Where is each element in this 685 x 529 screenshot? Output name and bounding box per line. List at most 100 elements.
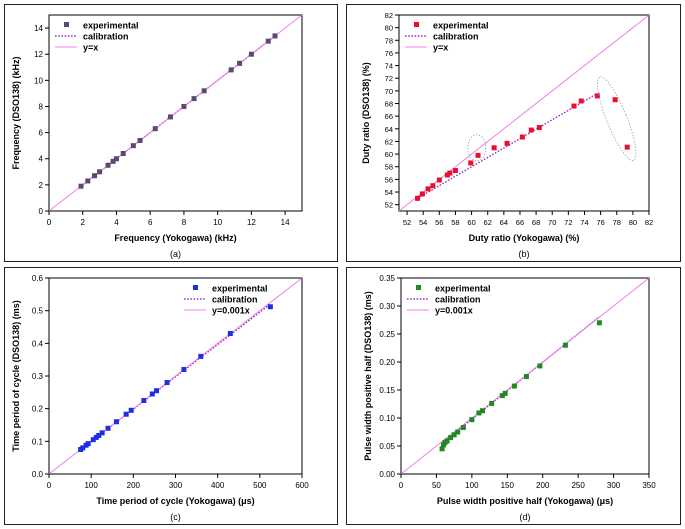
data-point bbox=[85, 178, 91, 184]
data-point bbox=[128, 407, 134, 413]
x-tick-label: 6 bbox=[148, 218, 153, 227]
data-point bbox=[181, 103, 187, 109]
chart-panel-d: 0 50 100 150 200 250 300 350 0.00 0.05 0.10 0.15 0.2… bbox=[346, 267, 681, 525]
x-tick-label: 68 bbox=[532, 218, 540, 227]
x-tick-label: 50 bbox=[432, 481, 441, 490]
data-point bbox=[415, 195, 421, 201]
data-point bbox=[519, 134, 525, 140]
calibration-line bbox=[417, 92, 598, 199]
legend-label: calibration bbox=[435, 295, 481, 305]
highlight-ellipse bbox=[467, 134, 487, 162]
chart-svg-d: 0 50 100 150 200 250 300 350 0.00 0.05 0.10 0.15 0.2… bbox=[363, 274, 656, 522]
legend-entry: y=x bbox=[405, 43, 448, 53]
x-tick-label: 2 bbox=[81, 218, 86, 227]
legend-entry: y=0.001x bbox=[184, 306, 250, 316]
x-tick-label: 0 bbox=[47, 481, 52, 490]
y-tick-label: 10 bbox=[34, 76, 43, 85]
legend-entry: experimental bbox=[193, 284, 268, 294]
y-tick-label: 78 bbox=[385, 36, 393, 45]
x-tick-label: 0 bbox=[47, 218, 52, 227]
x-tick-label: 52 bbox=[403, 218, 411, 227]
legend-entry: calibration bbox=[55, 32, 129, 42]
legend-entry: y=x bbox=[55, 43, 98, 53]
x-tick-label: 78 bbox=[613, 218, 621, 227]
y-tick-label: 56 bbox=[385, 175, 393, 184]
data-point bbox=[448, 435, 454, 441]
data-point bbox=[237, 60, 243, 66]
data-point bbox=[272, 33, 278, 39]
data-point bbox=[460, 425, 466, 431]
x-tick-label: 4 bbox=[114, 218, 119, 227]
y-tick-label: 58 bbox=[385, 163, 393, 172]
legend-label: experimental bbox=[435, 284, 491, 294]
x-tick-label: 400 bbox=[211, 481, 225, 490]
y-tick-label: 6 bbox=[39, 129, 44, 138]
data-point bbox=[491, 145, 497, 151]
y-tick-label: 0.15 bbox=[379, 386, 395, 395]
y-axis-label: Duty ratio (DSO138) (%) bbox=[361, 62, 371, 164]
x-tick-label: 70 bbox=[548, 218, 556, 227]
y-tick-label: 60 bbox=[385, 150, 393, 159]
data-point bbox=[562, 342, 568, 348]
data-point bbox=[523, 374, 529, 380]
panel-label: (b) bbox=[519, 249, 530, 259]
x-tick-label: 10 bbox=[213, 218, 222, 227]
y-tick-label: 72 bbox=[385, 74, 393, 83]
data-point bbox=[455, 429, 461, 435]
data-point bbox=[425, 186, 431, 192]
legend-label: experimental bbox=[83, 21, 139, 31]
data-point bbox=[444, 438, 450, 444]
y-tick-label: 0.20 bbox=[379, 358, 395, 367]
data-point bbox=[504, 140, 510, 146]
data-point bbox=[511, 383, 517, 389]
legend-label: calibration bbox=[83, 32, 129, 42]
x-tick-label: 300 bbox=[169, 481, 183, 490]
legend-entry: experimental bbox=[416, 284, 491, 294]
legend-label: calibration bbox=[433, 32, 479, 42]
y-tick-label: 74 bbox=[385, 62, 393, 71]
x-tick-label: 300 bbox=[607, 481, 621, 490]
data-point bbox=[267, 304, 273, 310]
chart-panel-b: 52 54 56 58 60 62 64 66 68 70 72 74 76 78 80 82 52 54 56 58… bbox=[346, 4, 681, 262]
x-tick-label: 66 bbox=[516, 218, 524, 227]
y-tick-label: 0 bbox=[39, 207, 44, 216]
y-tick-label: 0.3 bbox=[32, 372, 44, 381]
x-axis-label: Pulse width positive half (Yokogawa) (μs… bbox=[437, 496, 613, 506]
data-point bbox=[191, 96, 197, 102]
panel-label: (a) bbox=[170, 249, 181, 259]
data-point bbox=[578, 98, 584, 104]
data-point bbox=[571, 103, 577, 109]
data-point bbox=[105, 425, 111, 431]
data-point bbox=[537, 363, 543, 369]
legend-label: experimental bbox=[212, 284, 268, 294]
y-tick-label: 0.4 bbox=[32, 339, 44, 348]
data-point bbox=[201, 88, 207, 94]
y-tick-label: 64 bbox=[385, 125, 393, 134]
data-point bbox=[594, 93, 600, 99]
y-tick-label: 66 bbox=[385, 112, 393, 121]
data-point bbox=[228, 67, 234, 73]
data-point bbox=[110, 158, 116, 164]
data-point bbox=[447, 170, 453, 176]
plot-frame bbox=[400, 277, 650, 475]
highlight-ellipse bbox=[597, 76, 637, 161]
y-tick-label: 2 bbox=[39, 181, 44, 190]
data-point bbox=[436, 177, 442, 183]
y-tick-label: 0.00 bbox=[379, 470, 395, 479]
y-axis-label: Time period of cycle (DSO138) (ms) bbox=[11, 300, 21, 451]
data-point bbox=[96, 432, 102, 438]
x-tick-label: 200 bbox=[536, 481, 550, 490]
x-tick-label: 100 bbox=[465, 481, 479, 490]
data-point bbox=[452, 168, 458, 174]
data-point bbox=[248, 51, 254, 57]
data-point bbox=[92, 173, 98, 179]
x-tick-label: 500 bbox=[253, 481, 267, 490]
x-tick-label: 72 bbox=[564, 218, 572, 227]
legend-label: y=0.001x bbox=[212, 306, 250, 316]
chart-panel-c: 0 100 200 300 400 500 600 0.0 0.1 0.2 0.3 0.4 0.5 0.6… bbox=[4, 267, 338, 525]
legend-entry: calibration bbox=[405, 32, 479, 42]
data-point bbox=[97, 169, 103, 175]
data-point bbox=[130, 143, 136, 149]
chart-svg-b: 52 54 56 58 60 62 64 66 68 70 72 74 76 78 80 82 52 54 56 58… bbox=[361, 11, 653, 259]
legend-label: y=x bbox=[433, 43, 448, 53]
